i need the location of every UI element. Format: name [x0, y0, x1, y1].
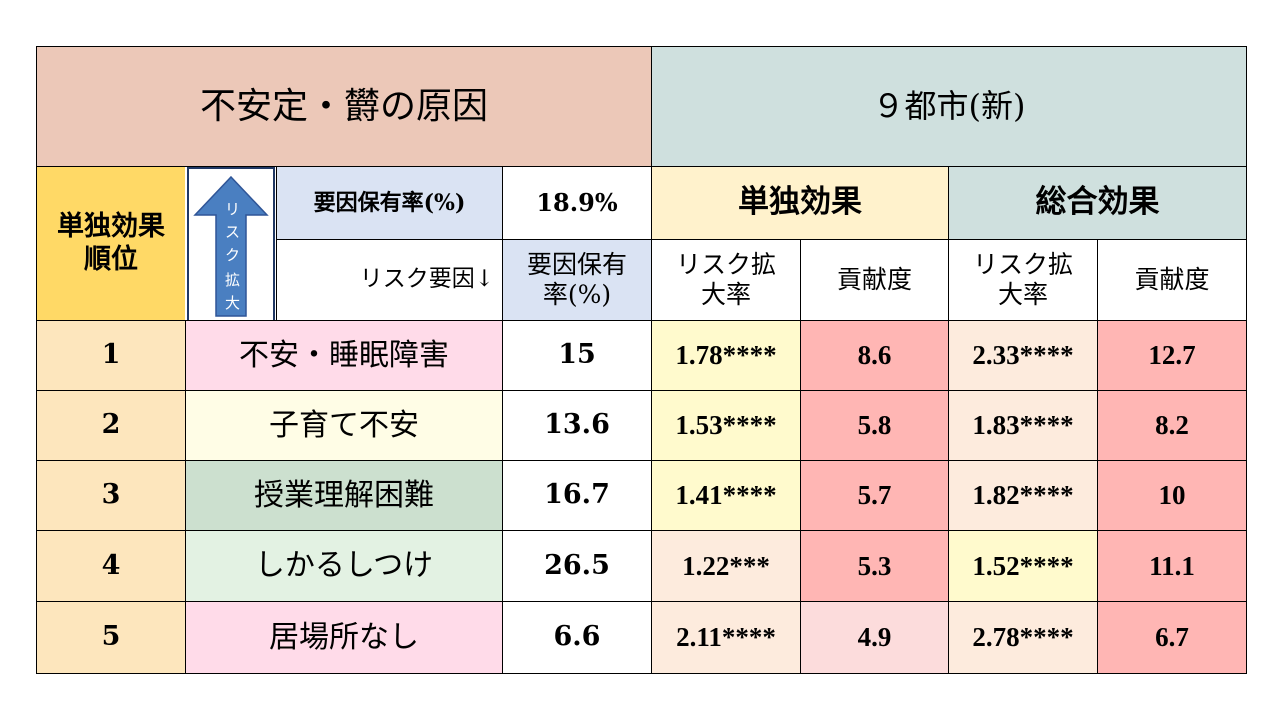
arrow-label-char: 拡 — [225, 271, 241, 289]
factor-cell: 子育て不安 — [185, 390, 503, 461]
arrow-label-char: 大 — [225, 294, 241, 312]
rate-cell: 15 — [502, 320, 652, 391]
rank-cell: 2 — [36, 390, 186, 461]
single-risk-cell: 1.22*** — [651, 530, 801, 602]
total-risk-header: リスク拡 大率 — [948, 239, 1098, 321]
single-contribution-header: 貢献度 — [800, 239, 949, 321]
total-contribution-cell: 11.1 — [1097, 530, 1247, 602]
rank-cell: 3 — [36, 460, 186, 531]
rank-cell: 1 — [36, 320, 186, 391]
total-risk-cell: 1.52**** — [948, 530, 1098, 602]
factor-cell: しかるしつけ — [185, 530, 503, 602]
rank-cell: 4 — [36, 530, 186, 602]
total-contribution-cell: 12.7 — [1097, 320, 1247, 391]
risk-factor-label: リスク要因↓ — [276, 239, 503, 321]
rank-cell: 5 — [36, 601, 186, 674]
factor-table: 不安定・欝の原因 ９都市(新) 単独効果 順位 リ ス ク 拡 大 要因保有率(… — [36, 46, 1247, 674]
city-header: ９都市(新) — [651, 46, 1247, 167]
up-arrow-icon — [193, 175, 269, 317]
single-contribution-cell: 5.7 — [800, 460, 949, 531]
single-risk-cell: 1.78**** — [651, 320, 801, 391]
total-risk-cell: 1.83**** — [948, 390, 1098, 461]
single-effect-header: 単独効果 — [651, 166, 949, 240]
arrow-label-char: ス — [225, 223, 241, 241]
risk-arrow-box: リ ス ク 拡 大 — [187, 167, 275, 322]
factor-rate-label: 要因保有率(%) — [276, 166, 503, 240]
total-contribution-cell: 8.2 — [1097, 390, 1247, 461]
rate-cell: 16.7 — [502, 460, 652, 531]
factor-cell: 居場所なし — [185, 601, 503, 674]
single-contribution-cell: 8.6 — [800, 320, 949, 391]
single-contribution-cell: 5.3 — [800, 530, 949, 602]
arrow-label-char: リ — [225, 200, 241, 218]
total-contribution-cell: 6.7 — [1097, 601, 1247, 674]
rate-cell: 26.5 — [502, 530, 652, 602]
table-title: 不安定・欝の原因 — [36, 46, 652, 167]
rate-cell: 6.6 — [502, 601, 652, 674]
total-risk-cell: 2.78**** — [948, 601, 1098, 674]
rank-heading: 単独効果 順位 — [36, 166, 186, 321]
total-effect-header: 総合効果 — [948, 166, 1247, 240]
total-risk-cell: 1.82**** — [948, 460, 1098, 531]
total-risk-cell: 2.33**** — [948, 320, 1098, 391]
factor-cell: 授業理解困難 — [185, 460, 503, 531]
rate-cell: 13.6 — [502, 390, 652, 461]
single-risk-cell: 1.41**** — [651, 460, 801, 531]
single-risk-header: リスク拡 大率 — [651, 239, 801, 321]
factor-rate-value: 18.9% — [502, 166, 652, 240]
factor-rate-column-header: 要因保有 率(%) — [502, 239, 652, 321]
single-risk-cell: 2.11**** — [651, 601, 801, 674]
factor-cell: 不安・睡眠障害 — [185, 320, 503, 391]
single-risk-cell: 1.53**** — [651, 390, 801, 461]
single-contribution-cell: 5.8 — [800, 390, 949, 461]
total-contribution-cell: 10 — [1097, 460, 1247, 531]
arrow-label-char: ク — [225, 246, 241, 264]
single-contribution-cell: 4.9 — [800, 601, 949, 674]
total-contribution-header: 貢献度 — [1097, 239, 1247, 321]
